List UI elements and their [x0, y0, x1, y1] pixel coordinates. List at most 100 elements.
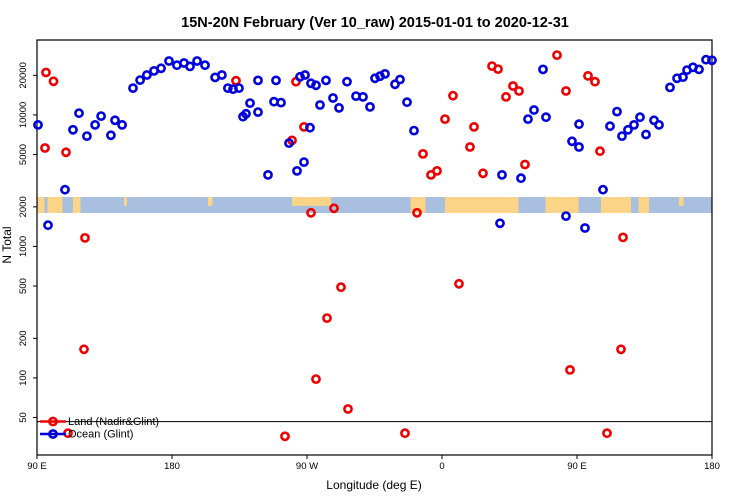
data-point	[141, 70, 152, 80]
data-point	[612, 106, 622, 117]
map-band-land	[638, 197, 649, 214]
data-point	[412, 207, 422, 218]
data-point	[595, 146, 605, 157]
data-point	[678, 72, 688, 82]
data-point	[96, 111, 106, 121]
map-band-land	[124, 197, 127, 206]
data-point	[295, 71, 305, 82]
data-point	[300, 70, 310, 80]
plot-title: 15N-20N February (Ver 10_raw) 2015-01-01…	[181, 15, 569, 31]
data-point	[164, 56, 174, 66]
map-band-land	[545, 197, 579, 214]
map-band-land	[679, 197, 684, 206]
map-band-land	[445, 197, 519, 214]
data-point	[514, 86, 524, 96]
data-point	[135, 75, 145, 85]
data-point	[529, 105, 539, 115]
data-point	[322, 313, 332, 323]
data-point	[156, 63, 166, 74]
data-point	[707, 55, 717, 66]
data-point	[110, 115, 120, 126]
data-point	[598, 184, 608, 195]
data-point	[328, 93, 338, 103]
data-point	[516, 173, 526, 184]
data-point	[234, 83, 244, 93]
data-point	[602, 428, 612, 439]
data-point	[200, 60, 210, 71]
data-point	[329, 203, 339, 214]
data-point	[574, 119, 584, 130]
data-point	[395, 74, 405, 85]
y-tick-label: 100	[18, 370, 29, 386]
x-tick-label: 90 E	[27, 461, 47, 472]
data-point	[68, 124, 78, 135]
latitude-map-band	[37, 197, 712, 214]
data-point	[402, 97, 412, 108]
data-point	[478, 168, 488, 179]
y-tick-label: 200	[18, 330, 29, 346]
data-point	[641, 129, 651, 140]
axes: 50 100 200 500 1000 2000 5000 10000 20000 90 E 180…	[18, 39, 720, 472]
data-point	[61, 147, 71, 158]
data-point	[117, 120, 127, 130]
data-point	[523, 114, 533, 124]
map-band-land	[601, 197, 631, 214]
x-tick-label: 180	[704, 461, 720, 472]
data-point	[501, 92, 511, 102]
y-tick-label: 1000	[18, 236, 29, 257]
data-point	[271, 75, 281, 86]
data-point	[343, 404, 353, 414]
x-tick-label: 90 W	[296, 461, 318, 472]
data-point	[583, 71, 593, 81]
data-point	[192, 56, 202, 66]
data-point	[380, 69, 390, 79]
data-point	[185, 61, 195, 72]
map-band-land	[292, 197, 331, 206]
legend-marker	[48, 429, 58, 439]
data-point	[617, 131, 627, 141]
data-point	[409, 125, 419, 136]
data-point	[561, 211, 571, 221]
data-point	[400, 428, 410, 439]
data-point	[82, 131, 92, 141]
data-point	[465, 142, 475, 152]
data-point	[292, 165, 302, 176]
data-point	[365, 102, 375, 112]
data-point	[440, 114, 450, 124]
data-point	[276, 97, 286, 108]
data-point	[418, 148, 428, 159]
data-point	[538, 64, 548, 75]
data-point	[469, 122, 479, 132]
data-point	[79, 344, 89, 355]
data-point	[90, 120, 100, 130]
data-point	[342, 76, 352, 87]
y-tick-label: 2000	[18, 196, 29, 217]
plot-border	[36, 39, 713, 456]
data-point	[605, 121, 615, 132]
data-point	[222, 83, 233, 93]
data-point	[616, 344, 626, 355]
data-point	[520, 159, 530, 170]
data-point	[561, 86, 571, 96]
y-tick-label: 5000	[18, 144, 29, 165]
data-point	[432, 165, 442, 176]
data-point	[241, 108, 251, 119]
data-point	[48, 76, 59, 87]
data-point	[306, 207, 316, 218]
y-tick-label: 20000	[18, 62, 29, 88]
data-point	[567, 136, 577, 147]
map-band-land	[208, 197, 213, 206]
data-point	[590, 76, 600, 87]
data-point	[336, 282, 346, 293]
data-point	[128, 83, 138, 93]
x-tick-label: 90 E	[567, 461, 587, 472]
data-point	[665, 82, 675, 93]
data-point	[541, 112, 551, 123]
data-point	[41, 67, 51, 78]
data-point	[334, 103, 344, 113]
data-point	[299, 157, 309, 167]
y-tick-label: 500	[18, 278, 29, 294]
data-points-ocean	[33, 54, 717, 233]
